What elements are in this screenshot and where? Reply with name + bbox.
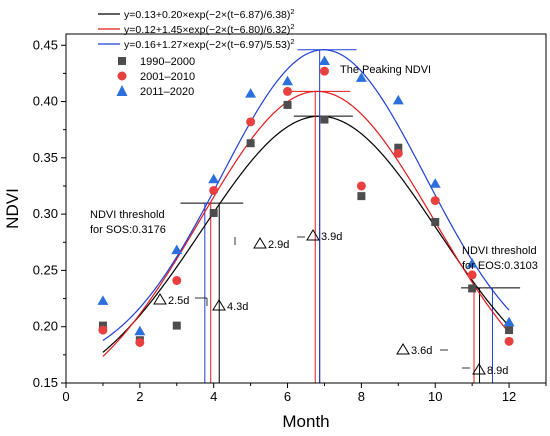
legend-fit-label-1: y=0.13+0.20×exp(−2×(t−6.87)/6.38)2 bbox=[124, 7, 295, 21]
point-2011-2020 bbox=[355, 72, 367, 82]
point-2011-2020 bbox=[282, 75, 294, 86]
y-tick-label: 0.35 bbox=[33, 150, 58, 165]
eos-annotation-line2: for EOS:0.3103 bbox=[462, 260, 538, 272]
fit-curve-3 bbox=[102, 49, 510, 341]
peak-diff-b-delta-icon bbox=[306, 229, 320, 241]
point-2001-2010 bbox=[135, 337, 145, 347]
legend-fit-label-3: y=0.16+1.27×exp(−2×(t−6.97)/5.53)2 bbox=[124, 37, 295, 51]
point-2011-2020 bbox=[318, 55, 330, 66]
point-2001-2010 bbox=[246, 117, 256, 127]
point-2001-2010 bbox=[356, 181, 366, 191]
point-1990-2000 bbox=[209, 209, 218, 218]
x-tick-label: 12 bbox=[502, 389, 516, 404]
x-tick-label: 10 bbox=[428, 389, 442, 404]
point-1990-2000 bbox=[98, 321, 107, 330]
point-1990-2000 bbox=[172, 321, 181, 330]
point-1990-2000 bbox=[283, 100, 292, 109]
point-2001-2010 bbox=[98, 325, 108, 335]
eos-diff-a-delta-icon bbox=[396, 343, 410, 355]
point-1990-2000 bbox=[320, 115, 329, 124]
y-tick-label: 0.15 bbox=[33, 375, 58, 390]
legend-marker-square bbox=[118, 57, 126, 65]
guide-lines bbox=[180, 202, 521, 383]
point-2001-2010 bbox=[467, 270, 477, 280]
y-tick-label: 0.25 bbox=[33, 262, 58, 277]
sos-diff-b-label: 4.3d bbox=[227, 301, 248, 313]
point-2001-2010 bbox=[319, 66, 329, 76]
peak-annotation: The Peaking NDVI bbox=[340, 64, 431, 76]
legend-marker-triangle bbox=[116, 85, 128, 96]
data-points bbox=[97, 55, 515, 347]
point-2011-2020 bbox=[208, 173, 220, 184]
x-axis-label: Month bbox=[282, 412, 329, 431]
point-2011-2020 bbox=[171, 244, 183, 255]
x-tick-label: 8 bbox=[358, 389, 365, 404]
point-2001-2010 bbox=[172, 276, 182, 286]
point-2011-2020 bbox=[392, 94, 404, 105]
x-tick-label: 0 bbox=[62, 389, 69, 404]
y-axis-label: NDVI bbox=[3, 188, 22, 229]
plot-frame bbox=[65, 33, 547, 384]
legend: y=0.13+0.20×exp(−2×(t−6.87)/6.38)2y=0.12… bbox=[98, 7, 295, 98]
fit-curve-1 bbox=[102, 115, 510, 353]
fit-curves bbox=[102, 49, 510, 383]
sos-diff-a-label: 2.5d bbox=[168, 295, 189, 307]
point-2011-2020 bbox=[134, 325, 146, 336]
sos-annotation-line1: NDVI threshold bbox=[90, 209, 165, 221]
point-2011-2020 bbox=[466, 258, 478, 268]
sos-diff-a-delta-icon bbox=[153, 293, 167, 305]
point-2001-2010 bbox=[393, 148, 403, 158]
annotations: The Peaking NDVI NDVI threshold for SOS:0.… bbox=[90, 64, 538, 377]
point-1990-2000 bbox=[246, 139, 255, 148]
peak-diff-b-label: 3.9d bbox=[321, 231, 342, 243]
x-tick-label: 2 bbox=[136, 389, 143, 404]
peak-diff-a-label: 2.9d bbox=[268, 239, 289, 251]
sos-diff-b-delta-icon bbox=[212, 299, 226, 311]
point-2001-2010 bbox=[283, 86, 293, 96]
legend-exponent: 2 bbox=[290, 7, 294, 16]
x-tick-label: 4 bbox=[210, 389, 217, 404]
eos-diff-b-label: 8.9d bbox=[487, 365, 508, 377]
point-1990-2000 bbox=[394, 143, 403, 152]
point-2011-2020 bbox=[503, 316, 515, 327]
eos-diff-b-delta-icon bbox=[472, 363, 486, 375]
point-2001-2010 bbox=[209, 185, 219, 195]
y-tick-label: 0.45 bbox=[33, 37, 58, 52]
eos-annotation-line1: NDVI threshold bbox=[462, 245, 537, 257]
fit-curve-2 bbox=[102, 90, 510, 357]
peak-diff-a-delta-icon bbox=[253, 237, 267, 249]
y-tick-label: 0.20 bbox=[33, 319, 58, 334]
point-2011-2020 bbox=[429, 178, 441, 188]
legend-marker-circle bbox=[117, 71, 127, 81]
legend-exponent: 2 bbox=[290, 22, 294, 31]
point-1990-2000 bbox=[505, 326, 514, 335]
point-1990-2000 bbox=[357, 192, 366, 201]
axes: 0 2 4 6 8 10 12 0.15 0.20 0.25 0.30 0.35 0.40 0.45 Mon… bbox=[3, 37, 547, 431]
x-tick-label: 6 bbox=[284, 389, 291, 404]
legend-series-label-2: 2001–2010 bbox=[140, 71, 195, 83]
point-2011-2020 bbox=[97, 295, 109, 305]
point-2011-2020 bbox=[245, 88, 257, 98]
y-tick-label: 0.30 bbox=[33, 206, 58, 221]
y-tick-label: 0.40 bbox=[33, 94, 58, 109]
legend-series-label-3: 2011–2020 bbox=[140, 86, 194, 98]
point-2001-2010 bbox=[504, 336, 514, 346]
point-1990-2000 bbox=[431, 218, 440, 227]
eos-diff-a-label: 3.6d bbox=[411, 345, 432, 357]
legend-exponent: 2 bbox=[290, 37, 294, 46]
point-1990-2000 bbox=[468, 284, 477, 293]
point-2001-2010 bbox=[430, 196, 440, 206]
sos-annotation-line2: for SOS:0.3176 bbox=[90, 224, 166, 236]
legend-fit-label-2: y=0.12+1.45×exp(−2×(t−6.80)/6.32)2 bbox=[124, 22, 295, 36]
legend-series-label-1: 1990–2000 bbox=[140, 56, 195, 68]
